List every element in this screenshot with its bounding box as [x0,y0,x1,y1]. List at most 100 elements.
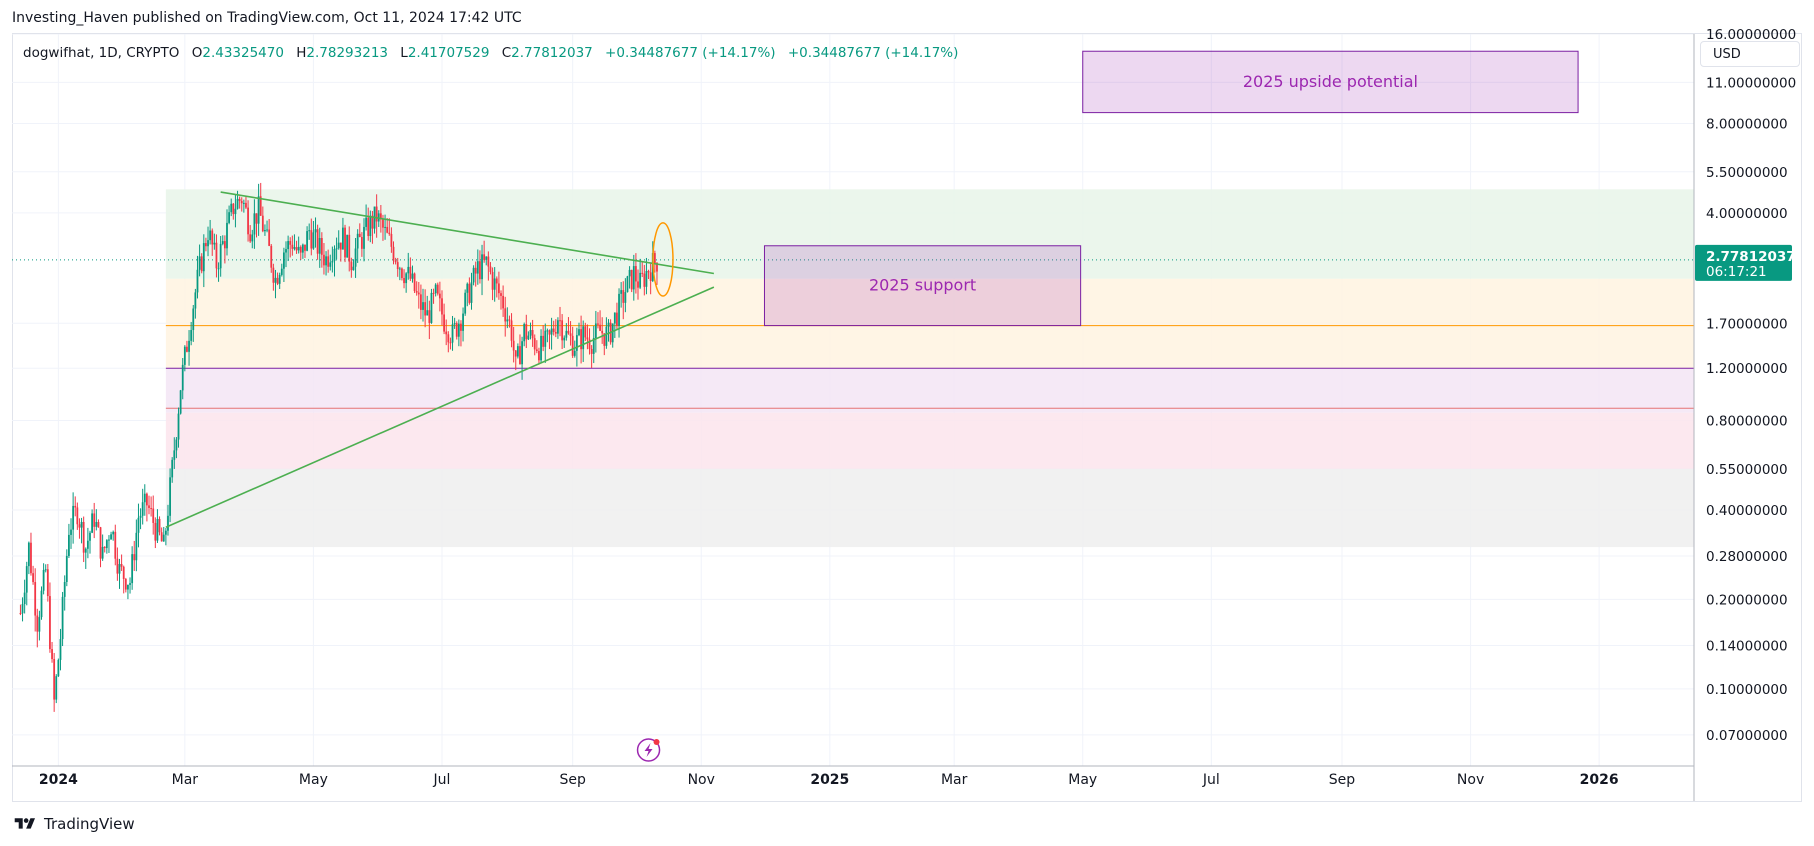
candle-body [167,515,169,531]
candle-body [388,232,391,235]
candle-body [55,676,58,700]
candle-body [89,532,91,541]
candle-body [417,292,420,295]
legend-high-value: 2.78293213 [306,45,388,61]
candle-body [360,237,363,249]
candle-body [276,277,279,284]
candle-body [441,298,443,315]
candle-body [32,573,34,583]
candle-body [154,522,157,541]
candle-body [190,330,193,341]
candle-body [30,542,32,574]
candle-body [177,413,180,440]
candle-body [129,583,131,585]
candle-body [310,230,313,249]
candle-body [424,302,427,316]
candle-body [266,229,268,231]
candle-body [291,244,294,249]
candle-body [485,256,488,260]
news-notification-dot [653,739,660,745]
x-tick-label: Mar [941,772,968,788]
candle-body [506,319,509,322]
candle-body [531,329,534,339]
candle-body [546,330,549,332]
x-tick-label: 2024 [39,772,78,788]
candle-body [637,281,639,288]
candle-body [173,450,176,460]
candle-body [236,198,239,209]
candle-body [582,326,585,350]
candle-body [110,534,112,540]
candle-body [160,532,163,542]
candle-body [350,261,353,271]
candle-body [474,267,477,274]
candle-body [379,213,382,220]
price-zone [165,412,1694,469]
candle-body [152,508,155,523]
candle-body [451,324,454,343]
candle-body [653,253,656,263]
candle-body [344,227,346,258]
candle-body [21,604,24,614]
candle-body [411,273,414,279]
tradingview-logo-icon [14,818,35,829]
candle-body [333,249,336,261]
candle-body [529,329,532,336]
tradingview-brand[interactable]: TradingView [12,815,135,833]
candle-body [375,206,378,222]
candle-body [594,323,597,338]
currency-button[interactable]: USD [1700,41,1800,67]
candle-body [219,243,222,269]
candle-body [632,266,635,290]
tradingview-brand-label: TradingView [44,815,135,833]
candle-body [217,268,220,270]
candle-body [268,229,271,246]
candle-body [470,282,473,303]
candle-body [514,350,517,357]
candle-body [346,234,349,258]
candle-body [409,266,412,279]
candle-body [186,346,188,352]
candle-body [557,320,559,334]
candle-body [563,337,566,341]
candle-body [569,333,572,336]
candle-body [76,507,79,525]
candle-body [436,284,439,294]
candle-body [447,334,450,343]
candle-body [213,242,216,245]
chart-frame [12,33,1802,802]
candle-body [53,659,56,700]
last-price-tag [1695,244,1792,281]
candle-body [523,324,526,342]
candle-body [301,244,304,253]
legend-symbol: dogwifhat, 1D, CRYPTO [23,45,180,61]
y-tick-label: 0.20000000 [1706,592,1788,608]
candle-body [320,238,323,255]
candle-body [325,256,327,266]
candle-body [255,213,258,224]
candle-body [127,584,129,590]
candle-body [605,326,608,346]
candle-body [280,268,283,275]
x-tick-label: Mar [172,772,199,788]
candle-body [624,292,627,303]
lightning-bolt-glyph [644,743,653,757]
x-tick-label: 2025 [810,772,849,788]
candle-body [226,222,228,249]
candle-body [228,212,231,223]
candle-body [479,261,481,280]
candle-body [578,329,580,336]
legend-low-label: L [400,45,408,61]
candle-body [264,230,266,232]
candle-body [649,272,652,281]
candle-body [497,283,500,294]
publish-attribution: Investing_Haven published on TradingView… [12,10,522,26]
candle-body [449,342,452,344]
candle-body [78,524,81,528]
candle-body [588,339,591,350]
candle-body [432,292,435,294]
y-tick-label: 0.28000000 [1706,549,1788,565]
candle-body [299,246,302,253]
candle-body [101,546,104,559]
